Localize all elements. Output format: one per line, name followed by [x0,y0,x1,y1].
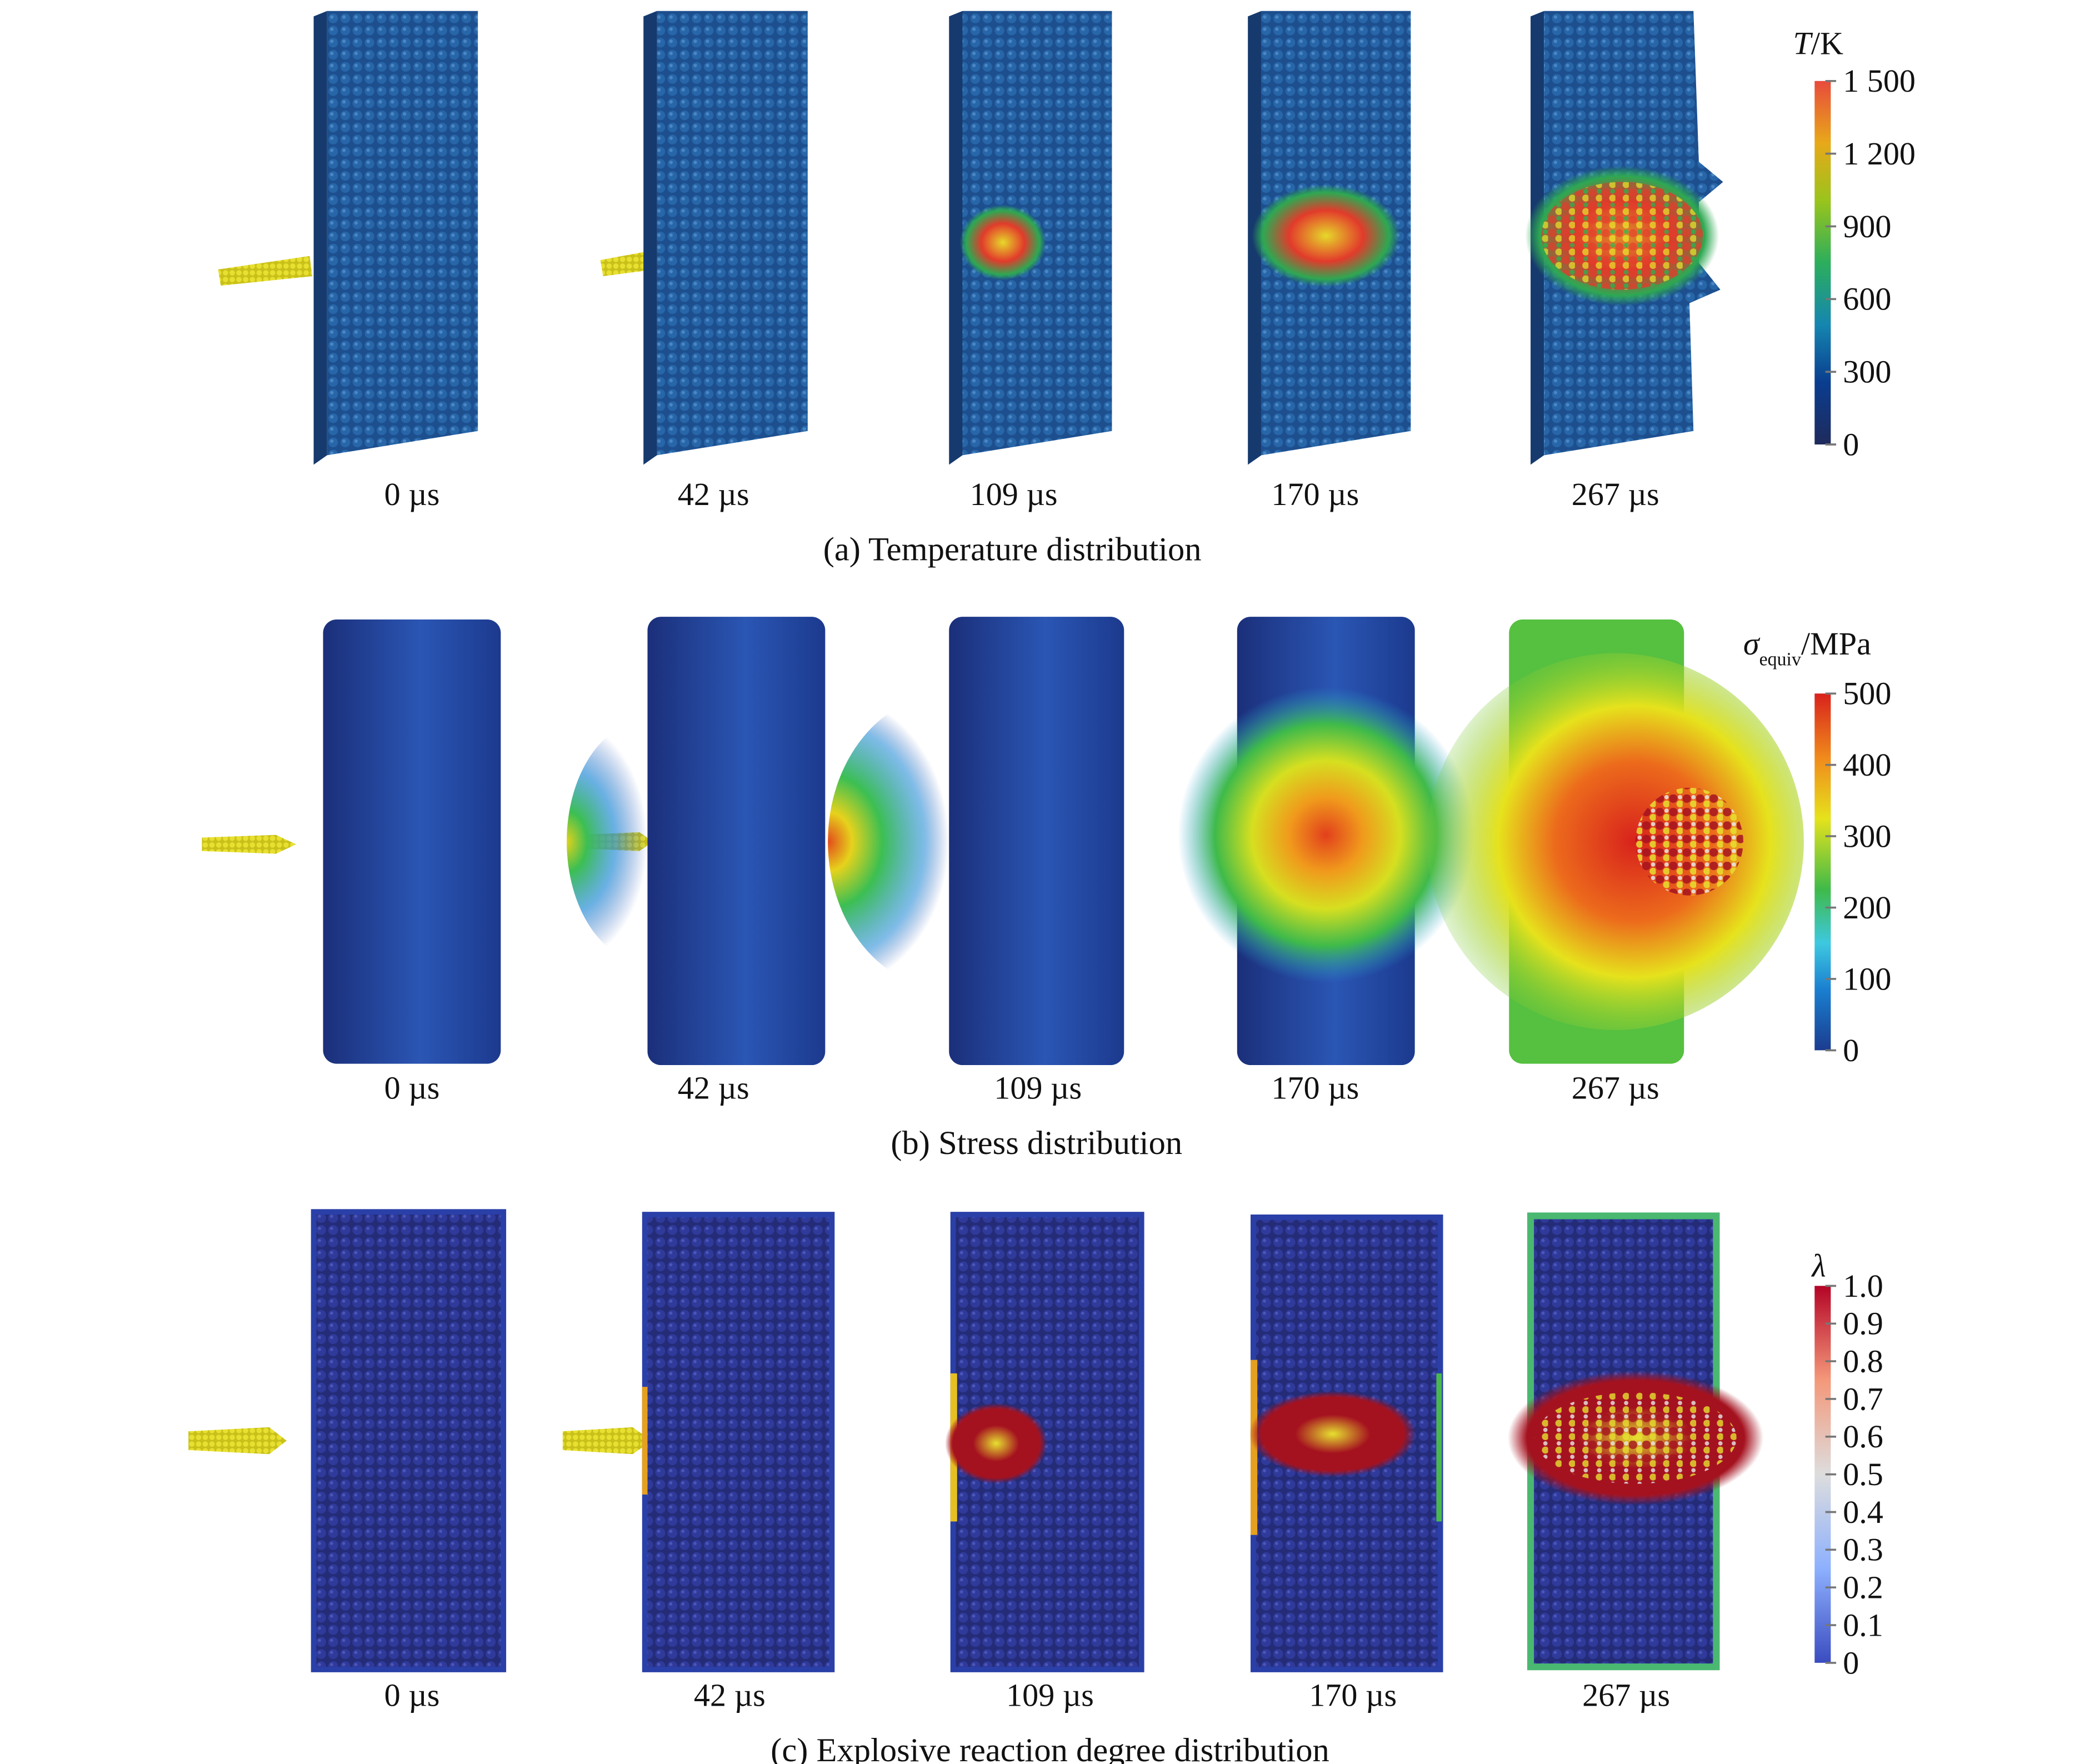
time-label: 109 µs [994,1070,1082,1106]
colorbar-tick-label: 1.0 [1843,1268,1883,1304]
hot-spot [959,204,1046,281]
colorbar-gradient [1814,693,1831,1051]
reaction-zone [1249,1391,1417,1477]
projectile [202,834,297,854]
colorbar-tick-label: 300 [1843,818,1891,854]
time-label: 0 µs [384,1070,440,1106]
frame-a-109 [949,11,1112,465]
colorbar-tick-label: 0.2 [1843,1570,1883,1606]
colorbar-temperature: T/K 1 500 1 200 900 600 300 0 [1793,25,1916,462]
frame-a-267 [1525,11,1723,465]
colorbar-tick-label: 1 500 [1843,63,1916,99]
svg-text:σequiv/MPa: σequiv/MPa [1743,626,1871,669]
colorbar-tick-label: 500 [1843,676,1891,712]
time-label: 109 µs [1006,1677,1094,1713]
frame-b-42 [567,617,826,1066]
svg-text:λ: λ [1811,1247,1826,1283]
panel-b-stress: 0 µs 42 µs 109 µs 170 µs 267 µs (b) Stre… [202,617,1891,1162]
svg-text:T/K: T/K [1793,25,1843,61]
colorbar-tick-label: 0.7 [1843,1381,1883,1417]
panel-c-reaction: 0 µs 42 µs 109 µs 170 µs 267 µs (c) Expl… [188,1209,1883,1764]
frame-c-109 [945,1212,1144,1672]
time-label: 0 µs [384,476,440,512]
frame-b-109 [828,617,1124,1066]
colorbar-tick-label: 100 [1843,961,1891,997]
projectile [188,1427,287,1455]
time-label: 267 µs [1582,1677,1670,1713]
panel-caption: (b) Stress distribution [891,1125,1182,1162]
frame-b-170 [1178,617,1474,1066]
frame-b-0 [202,619,501,1064]
colorbar-tick-label: 0.5 [1843,1456,1883,1492]
time-label: 0 µs [384,1677,440,1713]
time-label: 170 µs [1271,1070,1359,1106]
time-label: 170 µs [1309,1677,1397,1713]
time-label: 267 µs [1572,1070,1659,1106]
time-label: 42 µs [678,476,749,512]
colorbar-stress: σequiv/MPa 500 400 300 200 100 0 [1743,626,1892,1068]
colorbar-tick-label: 0.4 [1843,1494,1883,1530]
reaction-zone [945,1403,1048,1484]
projectile [562,1427,652,1455]
time-label: 42 µs [694,1677,766,1713]
colorbar-tick-label: 0.9 [1843,1306,1883,1342]
colorbar-gradient [1814,81,1831,444]
panel-caption: (c) Explosive reaction degree distributi… [771,1732,1329,1764]
colorbar-tick-label: 0 [1843,426,1859,462]
panel-a-temperature: 0 µs 42 µs 109 µs 170 µs 267 µs (a) Temp… [218,11,1916,568]
hot-spot [1252,184,1400,287]
colorbar-reaction-degree: λ 1.00.90.80.70.60.50.40.30.20.10 [1811,1247,1883,1681]
frame-a-170 [1248,11,1411,465]
time-label: 267 µs [1572,476,1659,512]
colorbar-tick-label: 600 [1843,281,1891,317]
colorbar-tick-label: 300 [1843,354,1891,390]
colorbar-tick-label: 0.8 [1843,1343,1883,1379]
colorbar-tick-label: 0 [1843,1032,1859,1068]
frame-c-0 [188,1209,507,1672]
colorbar-tick-label: 400 [1843,747,1891,783]
frame-b-267 [1427,619,1804,1064]
frame-c-170 [1249,1215,1443,1672]
colorbar-tick-label: 0 [1843,1645,1859,1681]
projectile [218,256,313,286]
frame-a-42 [600,11,808,465]
colorbar-tick-label: 1 200 [1843,136,1916,172]
time-label: 109 µs [970,476,1058,512]
colorbar-tick-label: 0.6 [1843,1418,1883,1455]
time-label: 42 µs [678,1070,749,1106]
frame-c-42 [562,1212,835,1672]
colorbar-tick-label: 0.1 [1843,1607,1883,1643]
colorbar-tick-label: 900 [1843,208,1891,244]
colorbar-tick-label: 0.3 [1843,1532,1883,1568]
frame-c-267 [1507,1212,1764,1671]
colorbar-tick-label: 200 [1843,890,1891,926]
time-label: 170 µs [1271,476,1359,512]
panel-caption: (a) Temperature distribution [823,531,1202,568]
frame-a-0 [218,11,478,465]
